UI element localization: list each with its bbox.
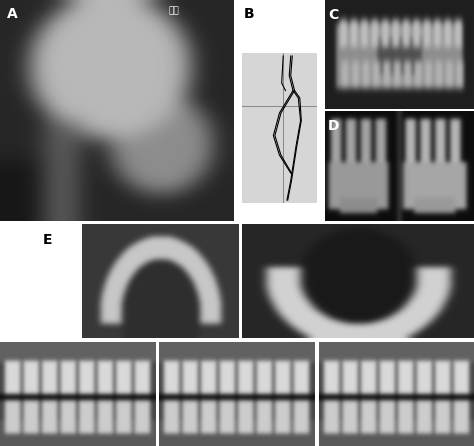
Text: C: C xyxy=(328,8,338,22)
Text: E: E xyxy=(43,233,53,248)
Text: B: B xyxy=(244,7,255,21)
Text: A: A xyxy=(7,7,18,21)
Text: 和合: 和合 xyxy=(168,7,179,16)
Text: D: D xyxy=(328,119,340,133)
